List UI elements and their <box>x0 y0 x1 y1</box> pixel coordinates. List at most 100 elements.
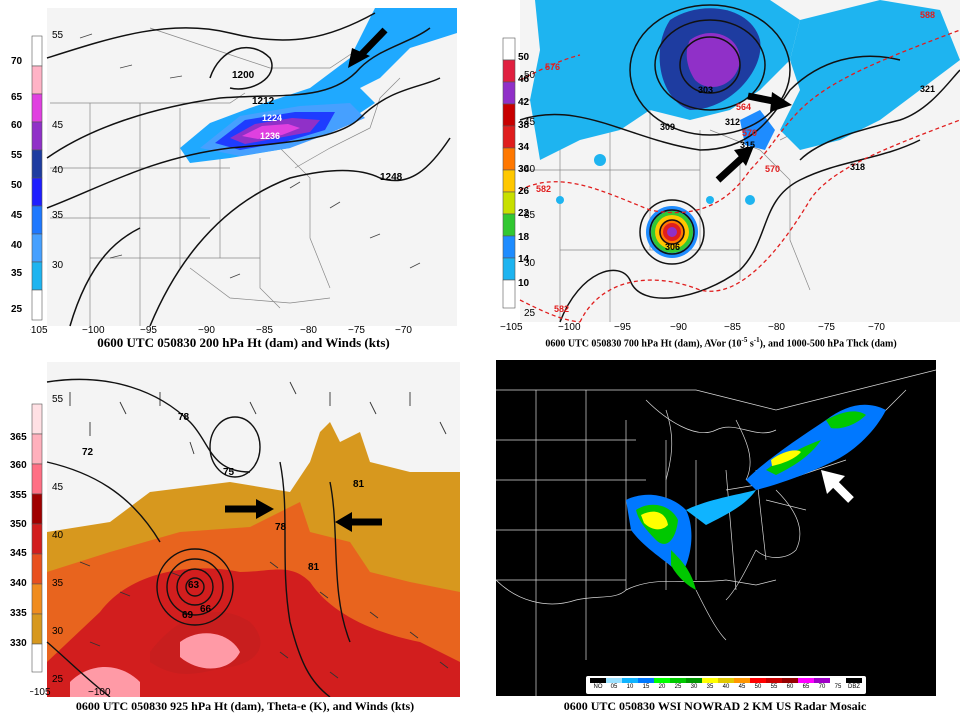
radar-scale-label: 05 <box>610 684 618 690</box>
radar-scale-swatch <box>670 678 686 683</box>
contour-label: 321 <box>920 84 935 94</box>
map-200hpa: 1200 1212 1224 1236 1248 55 45 40 35 30 … <box>25 8 457 336</box>
height-contours <box>519 4 960 323</box>
lat-label: 30 <box>524 258 536 269</box>
radar-scale-cell: 05 <box>606 678 622 692</box>
colorbar-label: 350 <box>10 519 27 530</box>
radar-scale-swatch <box>814 678 830 683</box>
colorbar-label: 60 <box>11 120 23 131</box>
lat-label: 50 <box>524 70 536 81</box>
panel-700hpa: 303 309 312 315 318 321 306 576 564 570 … <box>500 0 960 333</box>
svg-text:−105: −105 <box>500 322 523 332</box>
radar-scale-swatch <box>798 678 814 683</box>
radar-scale-swatch <box>638 678 654 683</box>
colorbar-label: 365 <box>10 432 27 443</box>
height-contours <box>46 378 351 698</box>
contour-label: 72 <box>82 447 94 458</box>
arrow-icon <box>821 470 854 503</box>
radar-scale-swatch <box>766 678 782 683</box>
colorbar-label: 45 <box>11 210 23 221</box>
contour-label: 66 <box>200 604 212 615</box>
radar-scale-label: 60 <box>786 684 794 690</box>
arrow-icon <box>335 512 382 532</box>
colorbar-label: 10 <box>518 278 530 289</box>
contour-label: 1248 <box>380 172 403 183</box>
panel-radar: NO 05 10 15 20 25 30 35 40 45 50 55 60 65 70 75 DBZ <box>495 360 937 696</box>
thickness-label: 570 <box>742 128 757 138</box>
radar-scale-swatch <box>702 678 718 683</box>
radar-scale-cell: 60 <box>782 678 798 692</box>
colorbar-label: 35 <box>11 268 23 279</box>
lat-label: 35 <box>52 210 64 221</box>
colorbar-label: 335 <box>10 608 27 619</box>
radar-scale-swatch <box>782 678 798 683</box>
lat-label: 40 <box>52 165 64 176</box>
radar-color-scale-strip: NO 05 10 15 20 25 30 35 40 45 50 55 60 65 70 75 DBZ <box>590 678 862 692</box>
lat-label: 45 <box>52 120 64 131</box>
contour-label: 78 <box>178 412 190 423</box>
colorbar-label: 38 <box>518 120 530 131</box>
radar-scale-label: 65 <box>802 684 810 690</box>
radar-scale-label: 55 <box>770 684 778 690</box>
radar-scale-cell: 10 <box>622 678 638 692</box>
contour-label: 1212 <box>252 96 275 107</box>
panel-925hpa: 78 75 72 69 66 63 81 81 78 55 45 40 35 3… <box>28 362 460 698</box>
colorbar-label: 55 <box>11 150 23 161</box>
radar-scale-cell: DBZ <box>846 678 862 692</box>
svg-text:−90: −90 <box>198 325 215 333</box>
contour-label: 309 <box>660 122 675 132</box>
radar-scale-swatch <box>622 678 638 683</box>
lat-label: 25 <box>524 308 536 319</box>
colorbar-label: 50 <box>11 180 23 191</box>
radar-scale-cell: 50 <box>750 678 766 692</box>
svg-text:−85: −85 <box>256 325 273 333</box>
height-contours <box>46 12 451 327</box>
radar-scale-label: 50 <box>754 684 762 690</box>
svg-text:−100: −100 <box>558 322 581 332</box>
lat-label: 40 <box>524 164 536 175</box>
lat-label: 45 <box>524 117 536 128</box>
lat-label: 35 <box>524 210 536 221</box>
radar-scale-cell: 40 <box>718 678 734 692</box>
radar-echoes <box>626 404 886 590</box>
radar-scale-label: 25 <box>674 684 682 690</box>
colorbar-label: 26 <box>518 186 530 197</box>
radar-scale-swatch <box>718 678 734 683</box>
thickness-contours <box>519 29 960 323</box>
x-ticks: −105 −100 −95 −90 −85 −80 −75 −70 <box>25 325 412 336</box>
contour-label: 81 <box>353 479 365 490</box>
arrow-icon <box>348 27 388 68</box>
radar-scale-cell: 25 <box>670 678 686 692</box>
radar-scale-swatch <box>846 678 862 683</box>
borders <box>495 369 937 696</box>
contour-label: 63 <box>188 580 200 591</box>
radar-scale-cell: 15 <box>638 678 654 692</box>
radar-scale-label: 20 <box>658 684 666 690</box>
svg-text:−70: −70 <box>395 325 412 333</box>
radar-map <box>495 369 937 696</box>
colorbar-label: 42 <box>518 97 530 108</box>
lat-label: 30 <box>52 260 64 271</box>
colorbar-label: 18 <box>518 232 530 243</box>
svg-text:−85: −85 <box>724 322 741 332</box>
radar-scale-label: 30 <box>690 684 698 690</box>
thickness-label: 582 <box>554 304 569 314</box>
panel-200hpa: 1200 1212 1224 1236 1248 55 45 40 35 30 … <box>25 8 457 336</box>
wind-barbs <box>69 381 449 679</box>
vorticity-shading <box>530 0 960 258</box>
lat-label: 55 <box>52 30 64 41</box>
radar-scale-swatch <box>734 678 750 683</box>
thickness-label: 570 <box>765 164 780 174</box>
colorbar-label: 14 <box>518 254 530 265</box>
radar-scale-cell: 35 <box>702 678 718 692</box>
colorbar-label: 65 <box>11 92 23 103</box>
contour-label: 1236 <box>260 131 280 141</box>
radar-scale-label: 35 <box>706 684 714 690</box>
radar-scale-label: 10 <box>626 684 634 690</box>
lat-label: 25 <box>52 674 64 685</box>
colorbar-label: 46 <box>518 74 530 85</box>
colorbar-925hpa <box>31 403 43 673</box>
x-ticks: −105 −100 −95 −90 −85 −80 −75 −70 <box>500 322 885 333</box>
svg-text:−75: −75 <box>818 322 835 332</box>
radar-scale-label: 45 <box>738 684 746 690</box>
